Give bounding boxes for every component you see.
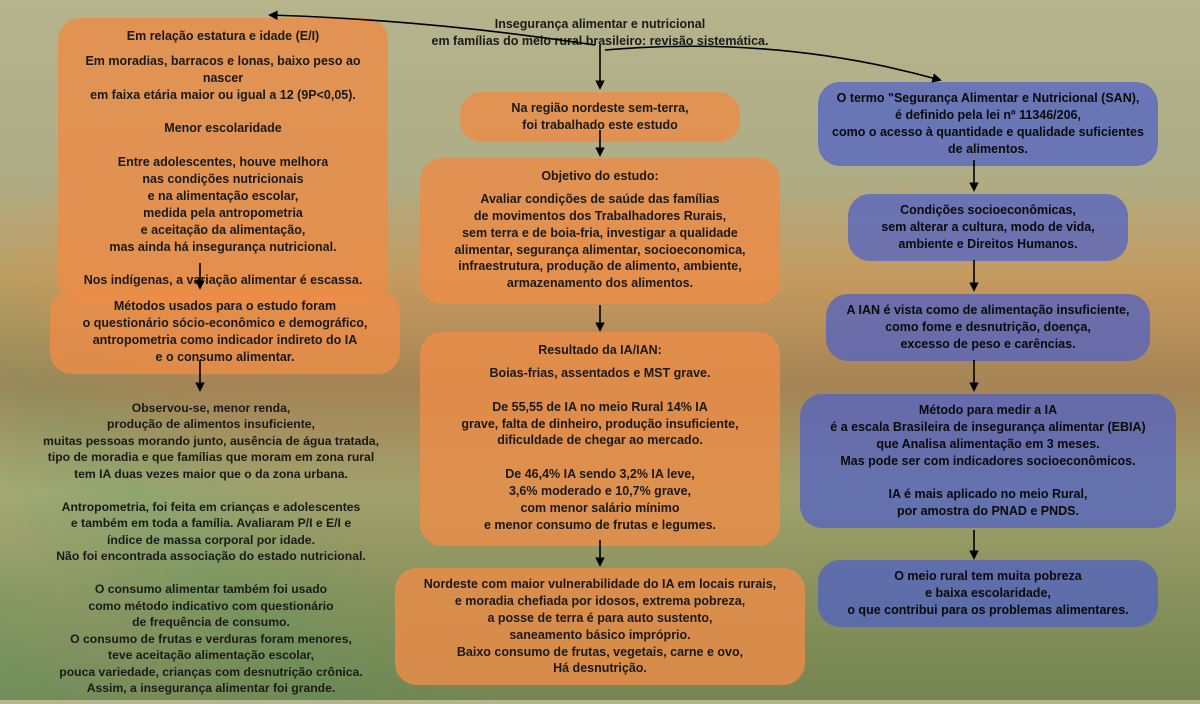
left-ei-body: Em moradias, barracos e lonas, baixo pes… bbox=[70, 53, 376, 289]
objective-box: Objetivo do estudo: Avaliar condições de… bbox=[420, 158, 780, 304]
right-socio-box: Condições socioeconômicas, sem alterar a… bbox=[848, 194, 1128, 261]
region-box: Na região nordeste sem-terra, foi trabal… bbox=[460, 92, 740, 142]
title-text: Insegurança alimentar e nutricional em f… bbox=[383, 8, 817, 58]
left-ei-header: Em relação estatura e idade (E/I) bbox=[70, 28, 376, 45]
credits-block: Fernanda de Oliveira Moya - RA: RA-T5336… bbox=[1196, 0, 1200, 8]
northeast-box: Nordeste com maior vulnerabilidade do IA… bbox=[395, 568, 805, 685]
right-ian-box: A IAN é vista como de alimentação insufi… bbox=[826, 294, 1150, 361]
credit-line-4: Profª Luara Bellinghausen Almeida. bbox=[1196, 0, 1200, 8]
result-box: Resultado da IA/IAN: Boias-frias, assent… bbox=[420, 332, 780, 546]
result-header: Resultado da IA/IAN: bbox=[432, 342, 768, 359]
right-rural-box: O meio rural tem muita pobreza e baixa e… bbox=[818, 560, 1158, 627]
left-ei-box: Em relação estatura e idade (E/I) Em mor… bbox=[58, 18, 388, 303]
right-method-box: Método para medir a IA é a escala Brasil… bbox=[800, 394, 1176, 528]
left-observed-text: Observou-se, menor renda, produção de al… bbox=[6, 392, 416, 704]
left-methods-box: Métodos usados para o estudo foram o que… bbox=[50, 290, 400, 374]
result-body: Boias-frias, assentados e MST grave. De … bbox=[432, 365, 768, 534]
right-san-box: O termo "Segurança Alimentar e Nutricion… bbox=[818, 82, 1158, 166]
objective-header: Objetivo do estudo: bbox=[432, 168, 768, 185]
objective-body: Avaliar condições de saúde das famílias … bbox=[432, 191, 768, 292]
